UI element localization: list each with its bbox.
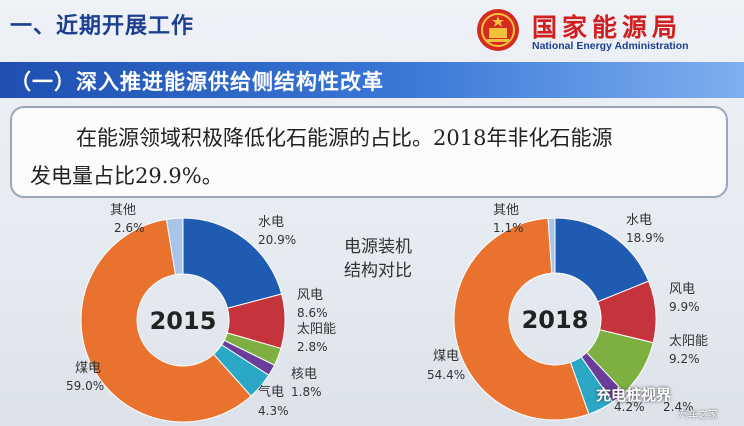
label-2015-solar-value: 2.8% [297, 340, 328, 354]
label-2018-wind-name: 风电 [669, 282, 695, 297]
label-2018-solar-name: 太阳能 [669, 334, 708, 349]
slice-2018-other [547, 217, 556, 274]
label-2015-hydro-value: 20.9% [258, 233, 296, 247]
chart-2018-center-title: 2018 [522, 306, 589, 334]
slice-2018-hydro [554, 217, 650, 303]
label-2018-nuclear-value: 2.4% [663, 400, 694, 414]
label-2015-nuclear-value: 1.8% [291, 385, 322, 399]
label-2018-coal-name: 煤电 [433, 349, 459, 364]
slice-2015-hydro [182, 217, 283, 309]
label-2018-other-name: 其他 [493, 203, 519, 218]
summary-textbox: 在能源领域积极降低化石能源的占比。2018年非化石能源 发电量占比29.9%。 [10, 106, 728, 198]
label-2018-solar-value: 9.2% [669, 352, 700, 366]
nea-logo: 国家能源局 National Energy Administration [474, 4, 736, 56]
section-title: 一、近期开展工作 [10, 14, 195, 39]
label-2015-wind-name: 风电 [297, 288, 323, 303]
center-caption-line-2: 结构对比 [344, 261, 412, 281]
label-2018-other-value: 1.1% [493, 221, 524, 235]
logo-chinese-name: 国家能源局 [532, 13, 683, 42]
summary-line-2: 发电量占比29.9%。 [30, 164, 223, 188]
slice-2018-coal [453, 217, 590, 421]
label-2018-gas-value: 4.2% [614, 400, 645, 414]
subtitle-banner: （一）深入推进能源供给侧结构性改革 [0, 62, 744, 98]
chart-2015-center-title: 2015 [150, 307, 217, 335]
label-2018-wind-value: 9.9% [669, 300, 700, 314]
label-2015-other-name: 其他 [110, 203, 136, 218]
label-2018-hydro-name: 水电 [626, 213, 652, 228]
label-2015-other-value: 2.6% [114, 221, 145, 235]
watermark-sub: 汽车之家 [678, 410, 718, 421]
label-2018-coal-value: 54.4% [427, 368, 465, 382]
label-2015-solar-name: 太阳能 [297, 322, 336, 337]
label-2015-hydro-name: 水电 [258, 215, 284, 230]
banner-text: （一）深入推进能源供给侧结构性改革 [10, 70, 384, 94]
center-caption-line-1: 电源装机 [344, 237, 412, 257]
label-2015-wind-value: 8.6% [297, 306, 328, 320]
label-2015-nuclear-name: 核电 [291, 367, 317, 382]
label-2015-coal-value: 59.0% [66, 379, 104, 393]
national-emblem-icon [477, 9, 519, 51]
logo-english-name: National Energy Administration [532, 40, 689, 52]
slice-2015-coal [80, 218, 252, 423]
label-2018-hydro-value: 18.9% [626, 231, 664, 245]
slice-2015-other [165, 217, 184, 276]
watermark-main: 充电桩视界 [596, 386, 672, 404]
label-2015-gas-name: 气电 [258, 384, 284, 400]
label-2015-coal-name: 煤电 [75, 361, 101, 376]
label-2015-gas-value: 4.3% [258, 404, 289, 418]
summary-line-1: 在能源领域积极降低化石能源的占比。2018年非化石能源 [76, 126, 613, 150]
